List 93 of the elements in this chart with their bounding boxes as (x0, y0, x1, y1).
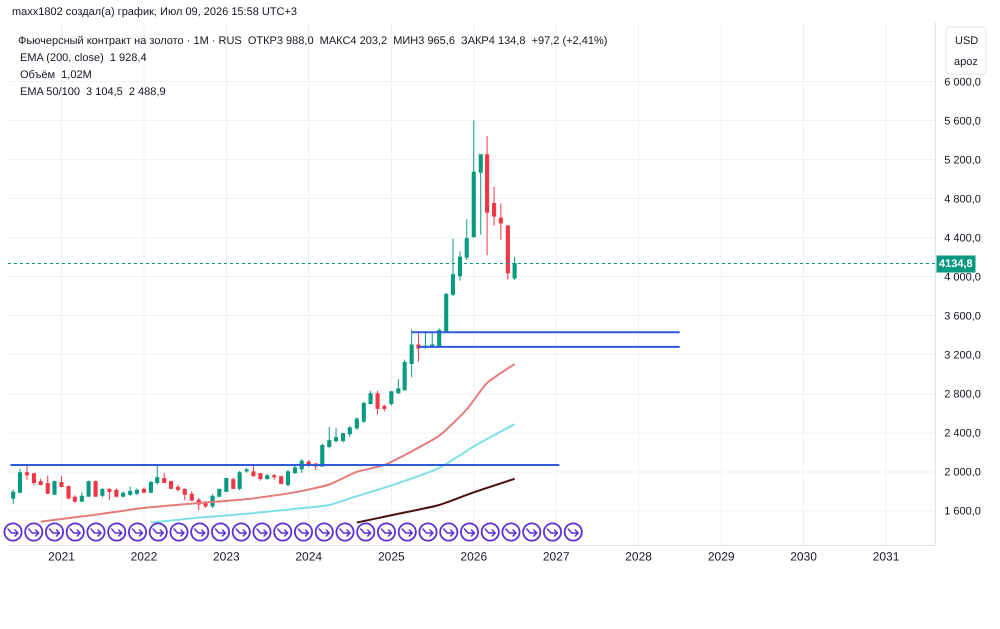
candlestick (24, 464, 30, 480)
candlestick (32, 472, 36, 486)
candlestick (340, 432, 346, 444)
candlestick (279, 475, 284, 485)
candlestick (410, 328, 414, 378)
candlestick (485, 136, 490, 256)
candlestick (389, 390, 394, 406)
candlestick (134, 488, 139, 496)
candlestick (155, 465, 160, 485)
candlestick (176, 484, 180, 492)
candlestick (72, 494, 77, 504)
candlestick (38, 478, 43, 486)
candlestick (498, 202, 503, 240)
y-tick-label: 6 000,0 (944, 76, 981, 88)
y-tick-label: 4 400,0 (944, 232, 981, 244)
x-tick-label: 2026 (460, 549, 488, 564)
candlestick (238, 470, 242, 491)
candlestick (292, 465, 297, 474)
candlestick (148, 480, 153, 494)
y-tick-label: 1 600,0 (944, 506, 981, 518)
candlestick (464, 218, 469, 261)
candlestick (382, 404, 386, 412)
candlestick (402, 359, 407, 390)
x-tick-label: 2029 (708, 549, 735, 564)
candlestick (272, 473, 276, 480)
x-tick-label: 2028 (625, 549, 652, 564)
candlestick (114, 488, 118, 498)
y-tick-label: 3 200,0 (944, 350, 981, 362)
y-tick-label: 3 600,0 (944, 310, 981, 323)
candlestick (244, 467, 249, 474)
candlestick (94, 480, 98, 497)
ref-line-label: 4134,8 (939, 258, 973, 270)
candlestick (348, 425, 352, 438)
candlestick (86, 480, 91, 497)
candlestick (376, 390, 380, 415)
candlestick (224, 477, 228, 492)
candlestick (368, 390, 373, 405)
candlestick (52, 480, 57, 496)
candlestick (444, 292, 448, 332)
y-tick-label: 2 400,0 (944, 428, 981, 440)
candlestick (492, 186, 496, 226)
y-tick-label: 5 200,0 (944, 154, 981, 166)
candlestick (190, 490, 194, 502)
candlestick (128, 486, 132, 497)
candlestick (478, 154, 483, 236)
candlestick (46, 475, 50, 495)
candlestick (251, 464, 256, 478)
y-tick-label: 2 000,0 (944, 466, 981, 479)
x-tick-label: 2025 (378, 549, 406, 564)
y-tick-label: 5 600,0 (944, 115, 981, 128)
candlestick (217, 488, 222, 498)
candlestick (107, 488, 112, 501)
candlestick (286, 469, 290, 487)
candlestick (472, 120, 476, 238)
candlestick (320, 443, 324, 468)
candlestick (66, 484, 71, 500)
annotation: Объём 1,02M (20, 69, 92, 81)
x-tick-label: 2023 (212, 549, 240, 564)
candlestick (100, 488, 104, 498)
candlestick (168, 480, 174, 490)
candlestick (327, 426, 332, 449)
candlestick (265, 473, 270, 480)
candlestick (362, 401, 366, 424)
candlestick (334, 427, 338, 444)
candlestick (396, 378, 400, 394)
x-tick-label: 2021 (48, 549, 76, 564)
x-tick-label: 2024 (295, 549, 322, 564)
candlestick (59, 475, 64, 488)
text: apoz (954, 56, 978, 68)
y-tick-label: 4 800,0 (944, 193, 981, 206)
annotation: EMA 50/100 3 104,5 2 488,9 (20, 86, 166, 98)
candlestick (80, 492, 84, 503)
annotation: EMA (200, close) 1 928,4 (20, 52, 147, 64)
text: USD (955, 35, 978, 47)
x-tick-label: 2022 (130, 549, 158, 564)
candlestick (430, 332, 434, 348)
candlestick (18, 468, 22, 494)
text: maxx1802 создал(а) график, Июл 09, 2026 15:58 UTC+3 (12, 6, 298, 18)
y-tick-label: 4 000,0 (944, 272, 981, 284)
candlestick (11, 488, 16, 505)
candlestick (182, 488, 187, 501)
x-tick-label: 2030 (790, 549, 818, 564)
candlestick (354, 416, 359, 430)
text: Фьючерсный контракт на золото · 1M · RUS ОТКР3 988,0 МАКС4 203,2 МИН3 965,6 ЗАКР4 134,8 +97,2 (+2,41%) (18, 34, 608, 47)
candlestick (142, 486, 146, 494)
x-tick-label: 2031 (872, 549, 900, 564)
candlestick (416, 332, 420, 362)
candlestick (258, 472, 262, 482)
x-tick-label: 2027 (542, 549, 570, 564)
candlestick (506, 224, 510, 280)
y-tick-label: 2 800,0 (944, 388, 981, 401)
candlestick (231, 477, 236, 490)
candlestick (162, 472, 166, 484)
